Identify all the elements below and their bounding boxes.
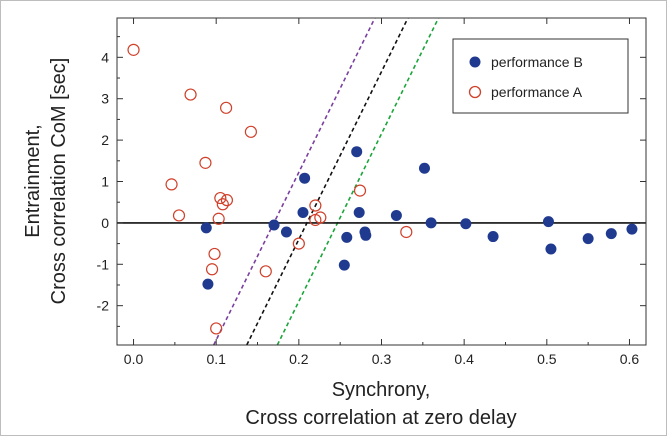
legend-box — [452, 38, 629, 114]
data-point-performance-b — [390, 209, 402, 221]
data-point-performance-a — [314, 211, 327, 224]
data-point-performance-b — [418, 162, 430, 174]
y-axis-title-line-2: Cross correlation CoM [sec] — [48, 58, 70, 305]
data-point-performance-b — [425, 217, 437, 229]
y-tick-label: 3 — [101, 91, 109, 107]
x-axis-ticks: 0.0 0.1 0.2 0.3 0.4 0.5 0.6 — [124, 18, 640, 367]
data-point-performance-b — [280, 226, 292, 238]
data-point-performance-b — [338, 259, 350, 271]
x-tick-label: 0.0 — [124, 351, 144, 367]
data-point-performance-a — [216, 198, 229, 211]
data-point-performance-b — [582, 233, 594, 245]
reference-line-1 — [212, 18, 376, 345]
data-point-performance-b — [200, 222, 212, 234]
data-point-performance-b — [626, 223, 638, 235]
data-point-performance-a — [309, 199, 322, 212]
data-point-performance-b — [545, 243, 557, 255]
data-point-performance-a — [199, 156, 212, 169]
data-point-performance-a — [208, 247, 221, 261]
legend: performance B performance A — [452, 38, 629, 114]
x-tick-label: 0.5 — [537, 351, 557, 367]
legend-marker-performance-b — [469, 56, 481, 68]
data-point-performance-b — [353, 207, 365, 219]
series-performance-a — [127, 43, 413, 335]
x-axis-title-line-2: Cross correlation at zero delay — [245, 407, 516, 429]
data-point-performance-a — [210, 322, 223, 335]
data-point-performance-b — [297, 207, 309, 219]
legend-marker-performance-a — [468, 85, 482, 99]
y-tick-label: 2 — [101, 132, 109, 148]
reference-line-2 — [246, 18, 409, 345]
data-point-performance-a — [244, 125, 258, 138]
data-point-performance-a — [353, 184, 367, 197]
data-point-performance-b — [487, 231, 499, 243]
legend-label-performance-b: performance B — [491, 54, 583, 70]
y-axis-ticks: -2 -1 0 1 2 3 4 — [97, 36, 646, 327]
data-point-performance-b — [542, 216, 554, 228]
y-tick-label: 0 — [101, 215, 109, 231]
legend-label-performance-a: performance A — [491, 84, 583, 100]
data-point-performance-b — [299, 172, 311, 184]
x-tick-label: 0.3 — [372, 351, 392, 367]
data-point-performance-b — [351, 146, 363, 158]
data-point-performance-a — [172, 209, 186, 222]
data-point-performance-a — [220, 101, 233, 114]
reference-line-3 — [276, 18, 440, 345]
x-tick-label: 0.2 — [289, 351, 309, 367]
data-point-performance-b — [360, 229, 372, 241]
y-axis-title-line-1: Entrainment, — [22, 124, 44, 237]
data-point-performance-a — [212, 212, 225, 225]
data-point-performance-b — [605, 228, 617, 240]
y-tick-label: -2 — [97, 298, 110, 314]
data-point-performance-a — [165, 178, 178, 191]
series-performance-b — [200, 146, 638, 290]
data-point-performance-a — [400, 225, 413, 239]
data-point-performance-a — [259, 265, 272, 278]
x-tick-label: 0.1 — [206, 351, 226, 367]
data-point-performance-b — [268, 219, 280, 231]
data-point-performance-a — [220, 194, 234, 207]
y-tick-label: -1 — [97, 256, 110, 272]
data-point-performance-a — [292, 237, 305, 250]
reference-lines — [212, 18, 440, 345]
x-tick-label: 0.4 — [454, 351, 474, 367]
data-point-performance-a — [127, 43, 140, 56]
data-point-performance-a — [184, 88, 197, 101]
data-point-performance-a — [214, 191, 227, 205]
x-tick-label: 0.6 — [620, 351, 640, 367]
data-point-performance-a — [205, 263, 219, 276]
y-tick-label: 4 — [101, 49, 109, 65]
y-tick-label: 1 — [101, 174, 109, 190]
data-point-performance-b — [341, 231, 353, 243]
data-point-performance-b — [202, 278, 214, 290]
data-point-performance-b — [460, 218, 472, 230]
x-axis-title-line-1: Synchrony, — [332, 379, 431, 401]
